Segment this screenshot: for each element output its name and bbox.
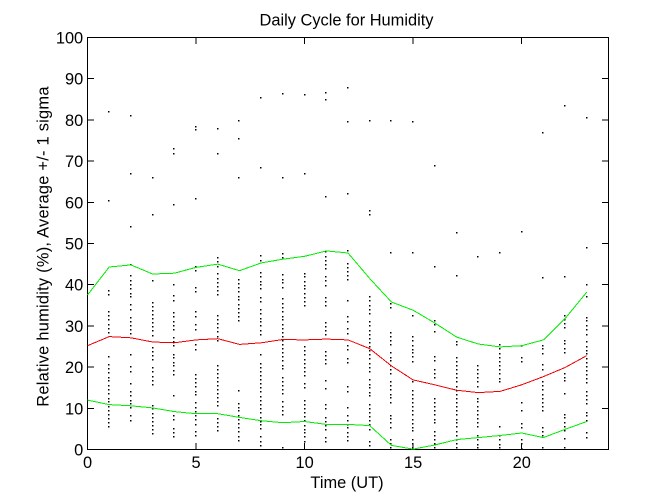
svg-text:Daily Cycle for Humidity: Daily Cycle for Humidity <box>260 12 435 30</box>
svg-text:0: 0 <box>83 454 92 472</box>
svg-text:10: 10 <box>65 400 83 418</box>
svg-text:Time (UT): Time (UT) <box>310 474 383 492</box>
svg-text:15: 15 <box>404 454 422 472</box>
svg-text:100: 100 <box>56 30 83 48</box>
svg-text:5: 5 <box>191 454 200 472</box>
svg-text:70: 70 <box>65 153 83 171</box>
svg-text:Relative humidity (%), Average: Relative humidity (%), Average +/- 1 sig… <box>35 86 53 407</box>
svg-text:30: 30 <box>65 318 83 336</box>
svg-text:60: 60 <box>65 194 83 212</box>
svg-text:20: 20 <box>513 454 531 472</box>
svg-text:80: 80 <box>65 112 83 130</box>
svg-text:40: 40 <box>65 277 83 295</box>
svg-text:10: 10 <box>295 454 313 472</box>
svg-text:50: 50 <box>65 236 83 254</box>
svg-text:20: 20 <box>65 359 83 377</box>
svg-text:0: 0 <box>74 442 83 460</box>
svg-text:90: 90 <box>65 71 83 89</box>
